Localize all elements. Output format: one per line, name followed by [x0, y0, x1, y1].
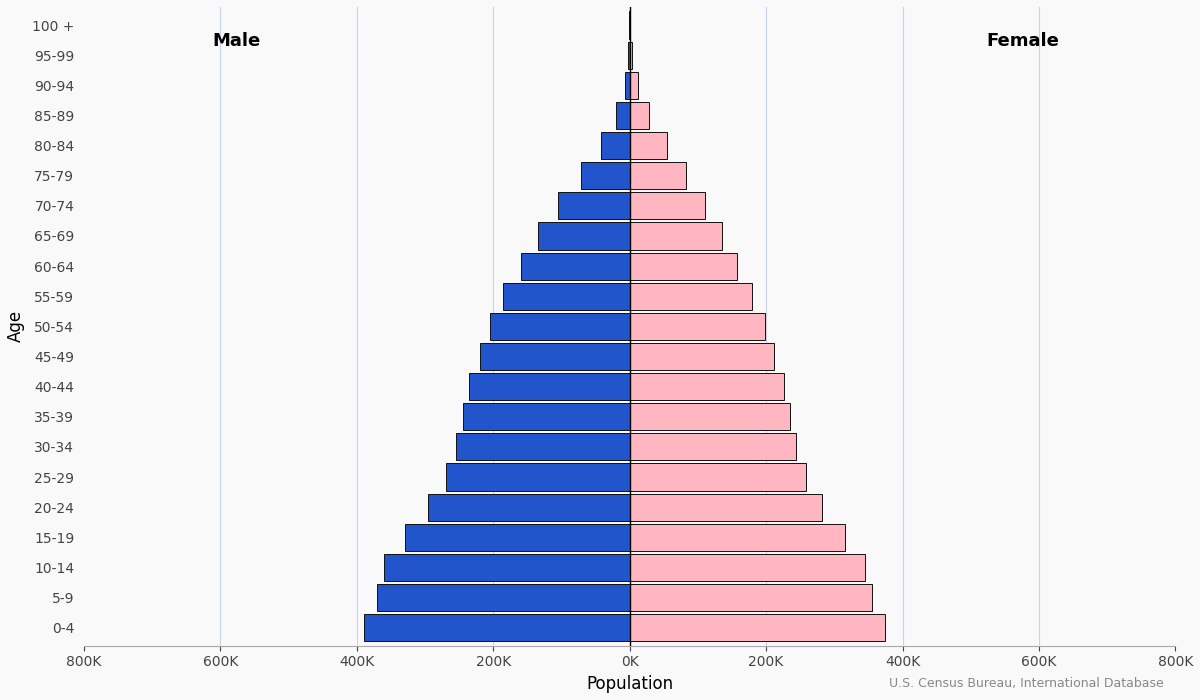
Bar: [630, 403, 790, 430]
Bar: [624, 71, 630, 99]
Bar: [456, 433, 630, 461]
Bar: [428, 494, 630, 521]
Bar: [630, 614, 886, 641]
Bar: [630, 71, 638, 99]
X-axis label: Population: Population: [586, 675, 673, 693]
Text: U.S. Census Bureau, International Database: U.S. Census Bureau, International Databa…: [889, 676, 1164, 690]
Bar: [630, 253, 738, 280]
Bar: [469, 373, 630, 400]
Bar: [480, 343, 630, 370]
Bar: [630, 584, 872, 611]
Bar: [445, 463, 630, 491]
Bar: [490, 313, 630, 340]
Bar: [404, 524, 630, 551]
Bar: [630, 313, 764, 340]
Bar: [630, 283, 752, 310]
Y-axis label: Age: Age: [7, 310, 25, 342]
Bar: [630, 223, 722, 249]
Bar: [601, 132, 630, 159]
Bar: [538, 223, 630, 249]
Bar: [630, 41, 632, 69]
Bar: [364, 614, 630, 641]
Bar: [630, 102, 649, 129]
Bar: [521, 253, 630, 280]
Bar: [630, 433, 796, 461]
Bar: [630, 494, 822, 521]
Bar: [630, 524, 845, 551]
Bar: [629, 41, 630, 69]
Bar: [581, 162, 630, 189]
Bar: [462, 403, 630, 430]
Bar: [504, 283, 630, 310]
Bar: [630, 373, 784, 400]
Bar: [630, 554, 865, 581]
Bar: [630, 193, 704, 219]
Text: Female: Female: [986, 32, 1060, 50]
Bar: [384, 554, 630, 581]
Bar: [377, 584, 630, 611]
Bar: [616, 102, 630, 129]
Text: Male: Male: [212, 32, 260, 50]
Bar: [558, 193, 630, 219]
Bar: [630, 132, 666, 159]
Bar: [630, 343, 774, 370]
Bar: [630, 162, 685, 189]
Bar: [630, 463, 805, 491]
